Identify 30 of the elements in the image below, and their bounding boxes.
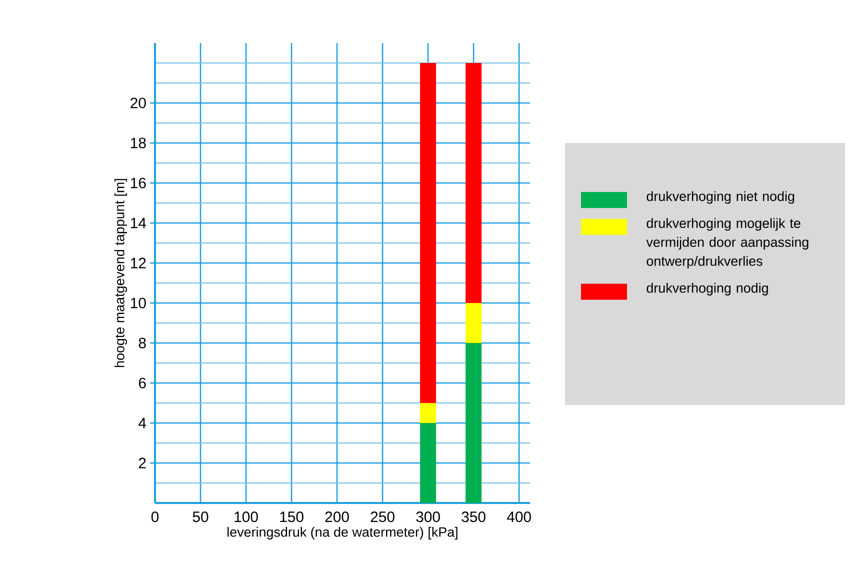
x-tick-label: 150 <box>280 512 304 522</box>
y-tick-label: 14 <box>131 218 146 228</box>
y-tick-label: 2 <box>138 458 146 468</box>
bar <box>466 342 482 503</box>
x-tick-label: 250 <box>370 512 394 522</box>
bar <box>420 62 436 403</box>
y-tick-label: 8 <box>138 338 146 348</box>
bar <box>420 403 436 423</box>
y-tick-label: 6 <box>138 378 146 388</box>
x-tick-label: 50 <box>192 512 208 522</box>
x-tick-label: 0 <box>151 512 159 522</box>
y-tick-label: 16 <box>131 178 146 188</box>
y-axis-title: hoogte maatgevend tappunt [m] <box>114 179 128 368</box>
bar <box>466 302 482 343</box>
legend-label: drukverhoging mogelijk te vermijden door aanpassing ontwerp/drukverlies <box>646 218 808 269</box>
x-tick-label: 350 <box>462 512 486 522</box>
x-tick-label: 200 <box>325 512 349 522</box>
bar <box>420 423 436 503</box>
legend-label: drukverhoging niet nodig <box>646 191 794 204</box>
y-tick-label: 4 <box>138 418 146 428</box>
x-axis-title: leveringsdruk (na de watermeter) [kPa] <box>228 526 458 540</box>
legend-label: drukverhoging nodig <box>646 282 768 296</box>
x-tick-label: 100 <box>234 512 258 522</box>
y-tick-label: 10 <box>131 298 146 308</box>
bar <box>466 62 482 303</box>
x-tick-label: 400 <box>506 512 531 522</box>
y-tick-label: 20 <box>130 98 146 108</box>
y-tick-label: 12 <box>131 258 146 268</box>
y-tick-label: 18 <box>131 138 146 148</box>
x-tick-label: 300 <box>416 512 440 522</box>
